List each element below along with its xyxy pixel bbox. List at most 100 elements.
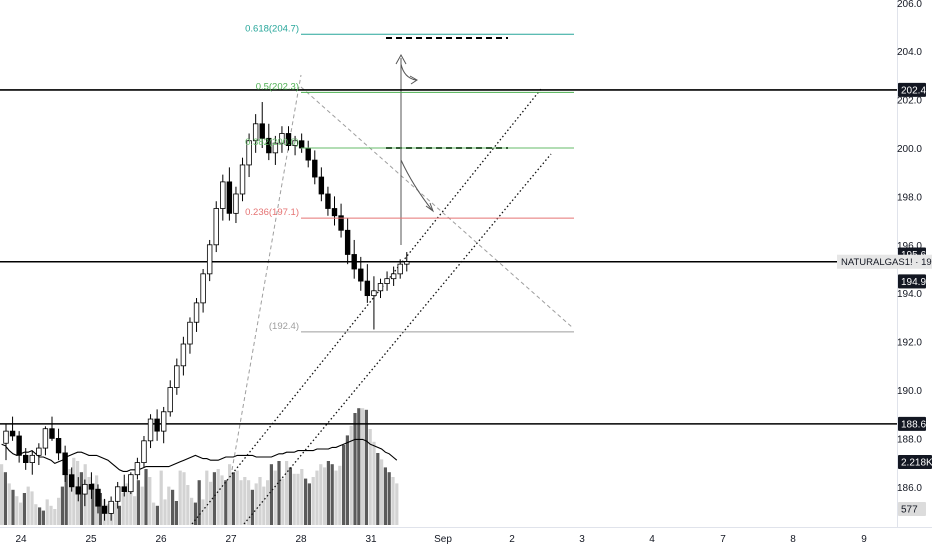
fib-level-label: 0.618(204.7) <box>245 23 299 34</box>
fibonacci-retracement[interactable]: 0.618(204.7) 0.5(202.3) 0.382(200.0) 0.236(… <box>245 23 574 333</box>
candle[interactable] <box>141 435 147 468</box>
candle[interactable] <box>174 358 180 395</box>
price-axis[interactable]: 206.0 204.0 202.0 200.0 198.0 196.0 194.0 192.0… <box>897 0 922 494</box>
candle-body <box>147 418 154 442</box>
candle[interactable] <box>95 484 101 514</box>
candle[interactable] <box>154 409 160 441</box>
candle[interactable] <box>325 186 331 216</box>
candle[interactable] <box>226 167 233 221</box>
volume-bar <box>345 435 349 525</box>
candle[interactable] <box>312 150 318 185</box>
time-tick-label: 25 <box>85 534 97 545</box>
candle[interactable] <box>331 196 338 226</box>
candle[interactable] <box>134 457 141 480</box>
volume-bar <box>307 483 311 525</box>
candle[interactable] <box>272 135 279 165</box>
volume-bar <box>300 469 304 525</box>
candle[interactable] <box>42 426 49 456</box>
candle[interactable] <box>36 443 42 466</box>
curved-arrow-lower[interactable] <box>400 159 433 211</box>
candle[interactable] <box>220 174 226 221</box>
channel-line-lower[interactable] <box>243 153 552 525</box>
volume-bar <box>326 461 330 525</box>
time-axis[interactable]: 24 25 26 27 28 31 Sep 2 3 4 7 8 9 <box>15 534 867 545</box>
volume-bar <box>159 470 163 525</box>
volume-bar <box>72 457 76 525</box>
candle[interactable] <box>193 298 200 332</box>
volume-bar <box>224 480 228 525</box>
candle[interactable] <box>55 428 62 461</box>
candle[interactable] <box>266 123 272 161</box>
candle[interactable] <box>351 239 357 279</box>
candle[interactable] <box>233 186 239 224</box>
candle[interactable] <box>23 448 29 470</box>
candle[interactable] <box>358 256 364 291</box>
last-price-tag: NATURALGAS1! · 195.3 <box>837 254 932 269</box>
candle[interactable] <box>16 431 22 463</box>
curved-arrow-upper[interactable] <box>400 63 417 81</box>
candle[interactable] <box>371 276 377 330</box>
candle[interactable] <box>292 135 298 156</box>
candle[interactable] <box>246 133 252 178</box>
candle[interactable] <box>160 406 167 444</box>
candle-body <box>259 123 265 139</box>
candle[interactable] <box>108 496 114 521</box>
candle[interactable] <box>147 414 154 449</box>
candle[interactable] <box>180 336 187 376</box>
candle[interactable] <box>121 474 127 497</box>
candle[interactable] <box>3 423 9 461</box>
candle[interactable] <box>318 167 325 202</box>
volume-bar <box>167 486 171 525</box>
candle[interactable] <box>364 264 371 303</box>
candle[interactable] <box>128 472 134 495</box>
candle[interactable] <box>213 201 219 253</box>
candle[interactable] <box>252 114 259 153</box>
price-tick-label: 198.0 <box>897 192 922 203</box>
candle[interactable] <box>344 218 351 265</box>
candle[interactable] <box>187 317 193 354</box>
candle[interactable] <box>82 479 88 507</box>
volume-bar <box>49 505 53 525</box>
candle[interactable] <box>69 467 75 492</box>
price-badge-label: 577 <box>901 505 918 516</box>
candle[interactable] <box>62 445 68 482</box>
candle[interactable] <box>75 477 81 502</box>
volume-bar <box>250 489 254 525</box>
fib-trend-line-2[interactable] <box>300 86 574 329</box>
candle[interactable] <box>305 140 311 168</box>
candle[interactable] <box>397 259 403 279</box>
candle-body <box>397 263 403 275</box>
candle[interactable] <box>404 252 410 272</box>
volume-bar <box>136 480 140 525</box>
candle[interactable] <box>200 269 206 313</box>
curved-arrow-upper-head <box>409 75 418 85</box>
candle[interactable] <box>114 481 121 509</box>
volume-bar <box>349 425 353 525</box>
volume-bar <box>155 505 159 525</box>
candle[interactable] <box>285 126 292 151</box>
candle[interactable] <box>259 102 265 148</box>
candle[interactable] <box>279 126 285 153</box>
candle[interactable] <box>101 498 108 521</box>
candle-body <box>331 208 338 217</box>
candle[interactable] <box>239 157 246 202</box>
volume-bar <box>3 472 7 525</box>
candle[interactable] <box>338 203 344 238</box>
candle-body <box>9 430 16 437</box>
candle[interactable] <box>390 266 397 286</box>
fib-level-label: 0.236(197.1) <box>245 207 299 218</box>
candle[interactable] <box>377 278 384 299</box>
candle[interactable] <box>88 472 95 499</box>
fib-trend-line-1[interactable] <box>231 74 302 471</box>
channel-line-upper[interactable] <box>191 88 542 525</box>
candle[interactable] <box>49 416 55 441</box>
candle[interactable] <box>29 450 35 475</box>
candle[interactable] <box>9 416 16 441</box>
candle[interactable] <box>167 380 173 417</box>
candle[interactable] <box>298 133 305 153</box>
candle[interactable] <box>384 271 390 291</box>
candle[interactable] <box>206 239 213 282</box>
volume-bar <box>304 478 308 525</box>
volume-bar <box>60 486 64 525</box>
